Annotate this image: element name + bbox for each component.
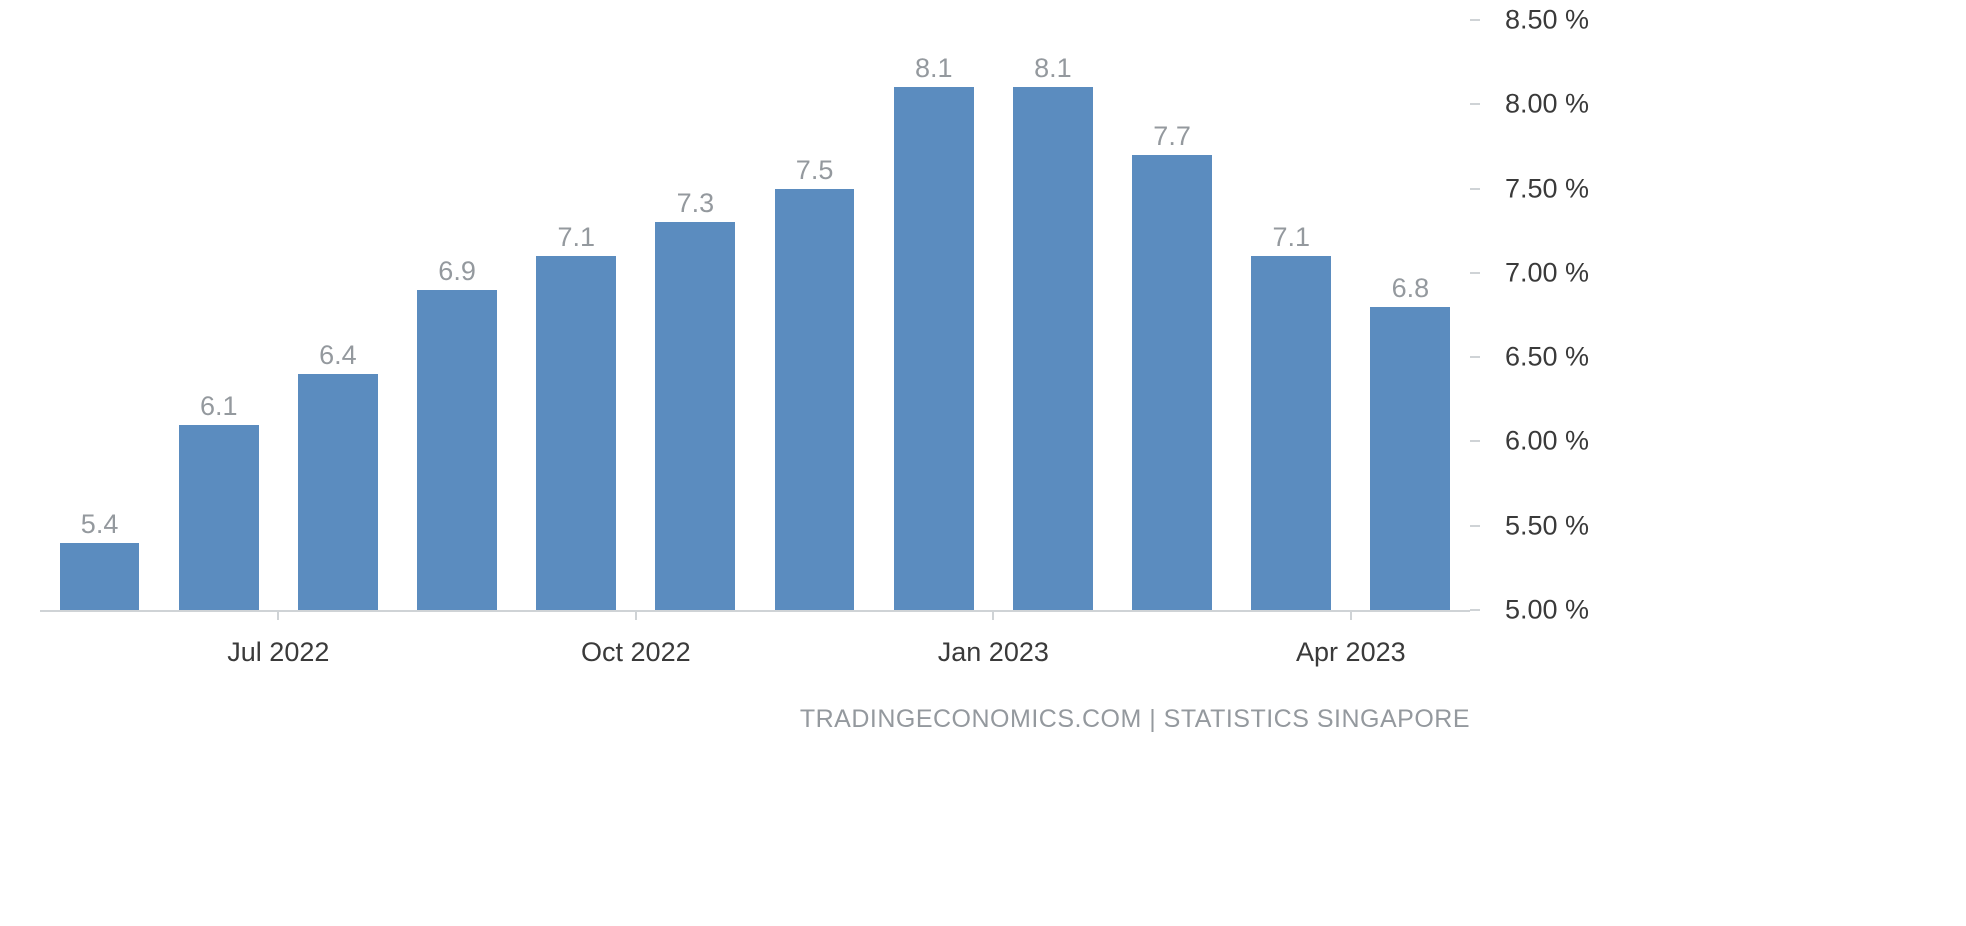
x-axis-tick-label: Jan 2023 (938, 637, 1049, 668)
bar-value-label: 7.7 (1153, 121, 1191, 152)
y-axis-tick-label: 5.00 % (1505, 595, 1589, 626)
chart-bar (894, 87, 974, 610)
chart-bar (1013, 87, 1093, 610)
chart-bar (536, 256, 616, 610)
y-axis-tick-mark (1470, 440, 1480, 442)
bar-value-label: 7.5 (796, 155, 834, 186)
bar-value-label: 8.1 (915, 53, 953, 84)
bar-value-label: 7.1 (1272, 222, 1310, 253)
y-axis-tick-label: 5.50 % (1505, 510, 1589, 541)
chart-bar (60, 543, 140, 610)
y-axis-tick-label: 6.00 % (1505, 426, 1589, 457)
chart-bar (417, 290, 497, 610)
y-axis-tick-label: 6.50 % (1505, 342, 1589, 373)
chart-bar (179, 425, 259, 610)
bar-value-label: 6.4 (319, 340, 357, 371)
y-axis-tick-mark (1470, 188, 1480, 190)
y-axis-tick-mark (1470, 356, 1480, 358)
chart-bar (1370, 307, 1450, 610)
chart-bar (298, 374, 378, 610)
bar-value-label: 6.1 (200, 391, 238, 422)
y-axis-tick-mark (1470, 609, 1480, 611)
y-axis-tick-mark (1470, 19, 1480, 21)
bar-value-label: 7.3 (677, 188, 715, 219)
x-axis-tick-label: Apr 2023 (1296, 637, 1406, 668)
y-axis-tick-label: 7.00 % (1505, 257, 1589, 288)
y-axis-tick-mark (1470, 103, 1480, 105)
y-axis-tick-label: 8.50 % (1505, 5, 1589, 36)
chart-caption: TRADINGECONOMICS.COM | STATISTICS SINGAP… (800, 705, 1470, 734)
bar-value-label: 8.1 (1034, 53, 1072, 84)
chart-container: 5.00 % 5.50 % 6.00 % 6.50 % 7.00 % 7.50 % 8.00… (0, 0, 1966, 926)
bar-value-label: 6.9 (438, 256, 476, 287)
y-axis-tick-label: 8.00 % (1505, 89, 1589, 120)
bar-value-label: 6.8 (1392, 273, 1430, 304)
bar-value-label: 5.4 (81, 509, 119, 540)
x-axis-tick-mark (277, 610, 279, 620)
x-axis-tick-mark (992, 610, 994, 620)
chart-bar (775, 189, 855, 610)
x-axis-tick-mark (635, 610, 637, 620)
chart-bar (655, 222, 735, 610)
x-axis-tick-mark (1350, 610, 1352, 620)
chart-bar (1251, 256, 1331, 610)
y-axis-tick-label: 7.50 % (1505, 173, 1589, 204)
x-axis-tick-label: Oct 2022 (581, 637, 691, 668)
y-axis-tick-mark (1470, 525, 1480, 527)
bar-value-label: 7.1 (557, 222, 595, 253)
y-axis-tick-mark (1470, 272, 1480, 274)
chart-bar (1132, 155, 1212, 610)
x-axis-tick-label: Jul 2022 (227, 637, 329, 668)
